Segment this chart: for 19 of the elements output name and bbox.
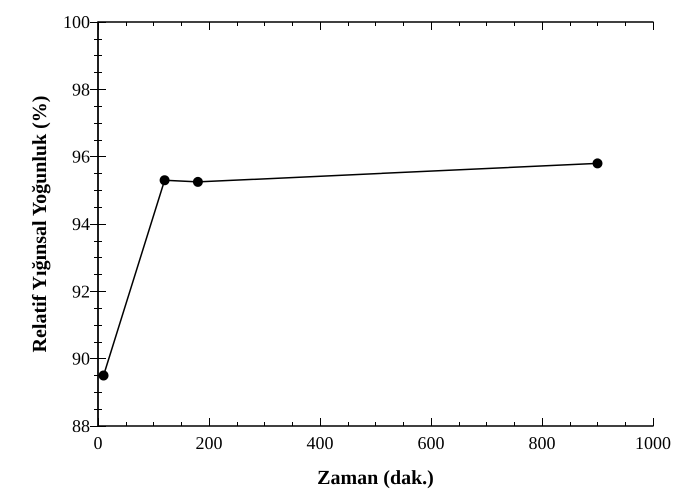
y-axis-title: Relatif Yığınsal Yoğunluk (%) [29,96,51,352]
x-tick-label: 1000 [635,433,671,453]
point [192,176,203,187]
point [98,370,109,380]
x-tick-label: 0 [94,433,102,453]
point [592,158,602,168]
x-axis-title: Zaman (dak.) [317,467,434,489]
x-tick-label: 200 [196,433,222,453]
y-tick-label: 88 [72,416,90,436]
y-tick-label: 98 [72,79,90,100]
y-tick-label: 92 [72,281,90,302]
x-tick-label: 600 [418,433,444,453]
y-tick-label: 96 [72,146,90,167]
x-tick-label: 400 [306,433,334,453]
x-tick-label: 800 [528,433,556,453]
y-tick-label: 94 [72,214,90,234]
y-tick-label: 90 [72,348,90,369]
point [160,175,170,186]
y-tick-label: 100 [63,12,90,32]
